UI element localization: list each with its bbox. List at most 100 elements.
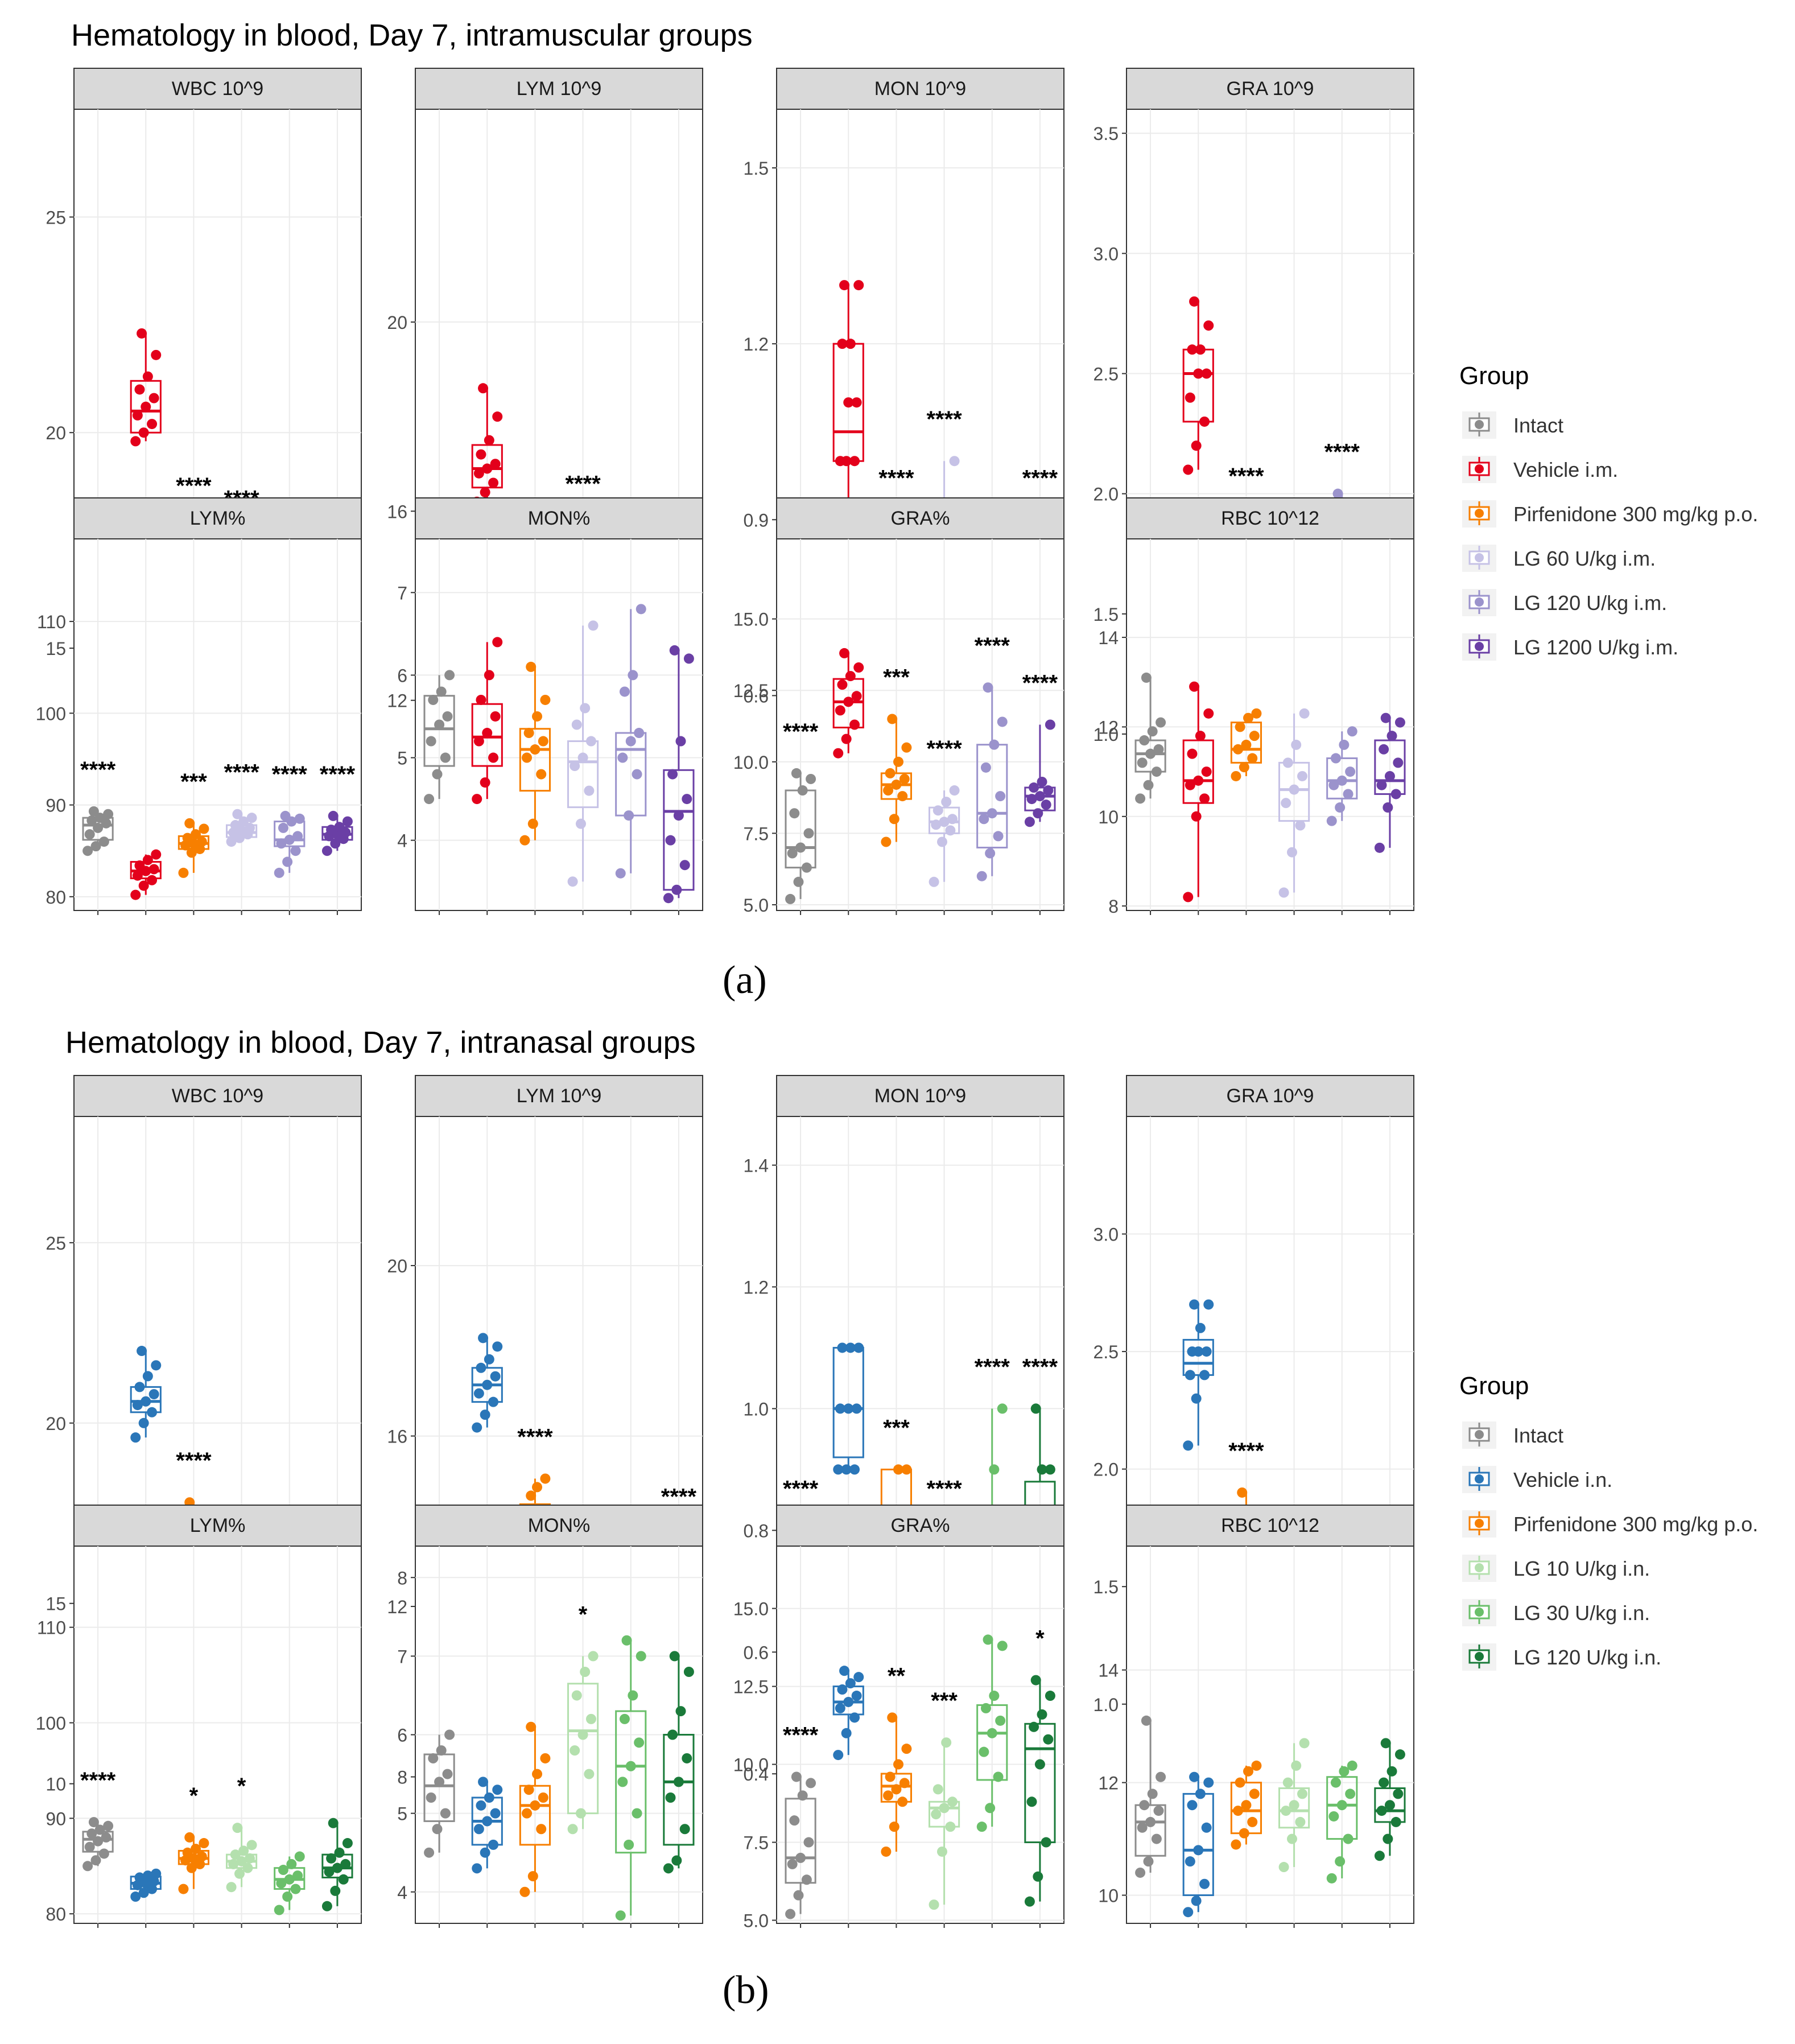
data-point <box>138 427 149 438</box>
data-point <box>1143 1856 1154 1867</box>
data-point <box>488 477 499 488</box>
data-point <box>843 1696 854 1707</box>
data-point <box>1030 1675 1041 1686</box>
data-point <box>1189 1299 1200 1310</box>
data-point <box>945 825 956 836</box>
box <box>1182 1792 1214 1897</box>
box <box>471 444 503 489</box>
data-point <box>885 1771 896 1782</box>
data-point <box>284 1874 295 1885</box>
data-point <box>1332 488 1343 499</box>
box-group <box>423 670 455 805</box>
data-point <box>1345 766 1356 777</box>
data-point <box>1278 1862 1289 1873</box>
data-point <box>936 1846 947 1857</box>
data-point <box>482 728 493 739</box>
data-point <box>1034 791 1045 802</box>
data-point <box>1243 712 1254 723</box>
y-tick-label: 15 <box>46 638 66 659</box>
data-point <box>1195 1788 1206 1799</box>
facet-title: RBC 10^12 <box>1221 1515 1319 1536</box>
data-point <box>1135 793 1146 804</box>
data-point <box>434 719 445 730</box>
box <box>1182 1338 1214 1376</box>
data-point <box>1249 1788 1260 1799</box>
y-tick-label: 16 <box>387 501 407 522</box>
data-point <box>983 1634 993 1645</box>
data-point <box>1183 1907 1194 1918</box>
data-point <box>985 848 996 859</box>
data-point <box>478 383 489 394</box>
data-point <box>519 1886 530 1897</box>
data-point <box>290 846 301 856</box>
data-point <box>232 1823 243 1833</box>
y-tick-label: 90 <box>46 1808 66 1829</box>
data-point <box>835 1403 845 1414</box>
data-point <box>1185 1856 1195 1867</box>
significance-label: *** <box>931 1688 958 1713</box>
data-point <box>1335 802 1346 813</box>
y-tick-label: 15.0 <box>733 609 769 630</box>
data-point <box>90 1855 101 1866</box>
legend-a-label: LG 120 U/kg i.m. <box>1513 591 1667 615</box>
box-group: **** <box>975 633 1010 881</box>
data-point <box>1394 717 1405 728</box>
data-point <box>1201 766 1212 777</box>
data-point <box>1037 1464 1047 1475</box>
data-point <box>130 1891 141 1902</box>
y-tick-label: 5.0 <box>744 1911 769 1931</box>
legend-key-dot <box>1475 1652 1484 1661</box>
data-point <box>151 1868 162 1879</box>
data-point <box>837 339 848 349</box>
box <box>471 703 503 767</box>
data-point <box>436 686 447 697</box>
data-point <box>1026 794 1037 805</box>
significance-label: **** <box>80 757 116 782</box>
data-point <box>1336 1800 1347 1811</box>
data-point <box>1183 464 1194 475</box>
data-point <box>186 847 197 858</box>
data-point <box>490 459 501 469</box>
box <box>1134 739 1166 773</box>
data-point <box>1251 1760 1262 1771</box>
data-point <box>841 1728 852 1738</box>
facet-title: WBC 10^9 <box>172 1085 263 1107</box>
data-point <box>1203 1299 1214 1310</box>
data-point <box>334 1847 345 1858</box>
data-point <box>849 1712 860 1723</box>
data-point <box>1034 1759 1045 1770</box>
data-point <box>1379 1777 1389 1788</box>
y-tick-label: 1.4 <box>744 1156 769 1176</box>
data-point <box>636 604 646 615</box>
data-point <box>1374 842 1385 853</box>
data-point <box>843 697 854 707</box>
box <box>1326 1776 1358 1840</box>
data-point <box>134 860 145 871</box>
data-point <box>1037 1709 1047 1720</box>
data-point <box>184 1832 195 1843</box>
data-point <box>851 691 862 702</box>
significance-label: * <box>1035 1626 1045 1651</box>
data-point <box>1241 739 1252 750</box>
legend-key-dot <box>1475 464 1484 473</box>
box-group <box>1374 712 1406 853</box>
data-point <box>473 1388 484 1399</box>
data-point <box>843 1403 854 1414</box>
data-point <box>901 742 912 753</box>
data-point <box>1247 753 1258 764</box>
data-point <box>1139 735 1150 746</box>
data-point <box>577 752 588 763</box>
data-point <box>1291 1760 1302 1771</box>
data-point <box>130 436 141 447</box>
data-point <box>151 1360 162 1371</box>
data-point <box>132 870 143 881</box>
data-point <box>789 1815 800 1826</box>
box <box>567 740 599 809</box>
data-point <box>843 397 854 408</box>
data-point <box>538 736 548 747</box>
data-point <box>1151 1833 1162 1844</box>
data-point <box>929 1899 939 1910</box>
legend-a-label: LG 1200 U/kg i.m. <box>1513 636 1678 659</box>
facet-strip <box>776 1505 1064 1547</box>
data-point <box>567 1824 578 1835</box>
